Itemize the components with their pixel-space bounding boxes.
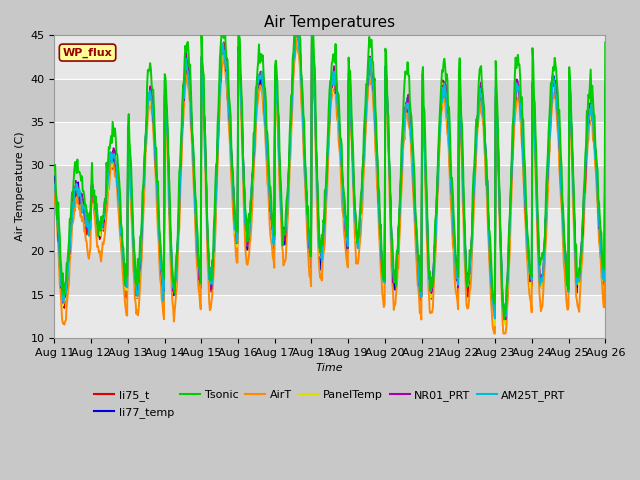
Tsonic (61, 287, 68, 292)
AM25T_PRT (61, 291, 68, 297)
Text: WP_flux: WP_flux (63, 48, 113, 58)
AirT (490, 331, 498, 336)
Line: Tsonic: Tsonic (54, 36, 605, 319)
NR01_PRT (413, 251, 421, 256)
AM25T_PRT (291, 33, 299, 38)
Tsonic (500, 316, 508, 322)
Y-axis label: Air Temperature (C): Air Temperature (C) (15, 132, 25, 241)
Tsonic (413, 245, 421, 251)
Line: NR01_PRT: NR01_PRT (54, 36, 605, 319)
li77_temp (292, 33, 300, 38)
Bar (54, 252, 605, 295)
Tsonic (51, 167, 58, 172)
Line: PanelTemp: PanelTemp (54, 36, 605, 325)
PanelTemp (291, 33, 299, 38)
Bar (54, 295, 605, 338)
PanelTemp (413, 252, 421, 258)
NR01_PRT (502, 316, 509, 322)
li77_temp (413, 255, 421, 261)
Title: Air Temperatures: Air Temperatures (264, 15, 396, 30)
Line: AirT: AirT (54, 36, 605, 334)
PanelTemp (202, 176, 210, 181)
li75_t (173, 265, 181, 271)
AirT (173, 281, 181, 287)
Bar (54, 122, 605, 165)
Legend: li75_t, li77_temp, Tsonic, AirT, PanelTemp, NR01_PRT, AM25T_PRT: li75_t, li77_temp, Tsonic, AirT, PanelTe… (90, 386, 570, 422)
X-axis label: Time: Time (316, 363, 344, 373)
PanelTemp (173, 260, 181, 266)
AirT (51, 191, 58, 197)
AM25T_PRT (602, 85, 609, 91)
Line: li75_t: li75_t (54, 36, 605, 322)
li75_t (292, 33, 300, 38)
li77_temp (500, 317, 508, 323)
Tsonic (602, 39, 609, 45)
Tsonic (117, 221, 125, 227)
li77_temp (117, 231, 125, 237)
NR01_PRT (61, 295, 68, 300)
Bar (54, 165, 605, 208)
li77_temp (51, 173, 58, 179)
AM25T_PRT (397, 167, 405, 173)
AirT (397, 188, 405, 193)
NR01_PRT (173, 257, 181, 263)
li75_t (202, 176, 210, 182)
li77_temp (173, 261, 181, 266)
Line: li77_temp: li77_temp (54, 36, 605, 320)
Tsonic (397, 144, 405, 150)
AirT (61, 322, 68, 327)
NR01_PRT (117, 232, 125, 238)
AM25T_PRT (413, 250, 421, 256)
NR01_PRT (51, 179, 58, 185)
li75_t (117, 225, 125, 230)
AM25T_PRT (51, 182, 58, 188)
li75_t (501, 319, 509, 325)
PanelTemp (491, 323, 499, 328)
AM25T_PRT (173, 253, 181, 259)
NR01_PRT (602, 85, 609, 91)
li77_temp (397, 170, 405, 176)
li77_temp (202, 179, 210, 184)
li75_t (413, 258, 421, 264)
NR01_PRT (202, 179, 210, 184)
PanelTemp (117, 229, 125, 235)
PanelTemp (602, 84, 609, 90)
AirT (413, 281, 421, 287)
PanelTemp (61, 297, 68, 302)
li75_t (51, 186, 58, 192)
AirT (117, 242, 125, 248)
Tsonic (198, 33, 205, 38)
PanelTemp (51, 180, 58, 186)
li75_t (602, 84, 609, 90)
AirT (202, 195, 210, 201)
li77_temp (602, 89, 609, 95)
li77_temp (61, 290, 68, 296)
AirT (292, 33, 300, 38)
AM25T_PRT (117, 231, 125, 237)
Tsonic (203, 210, 211, 216)
Bar (54, 36, 605, 79)
Line: AM25T_PRT: AM25T_PRT (54, 36, 605, 318)
NR01_PRT (291, 33, 299, 38)
AM25T_PRT (202, 172, 210, 178)
PanelTemp (397, 173, 405, 179)
li75_t (397, 172, 405, 178)
li75_t (61, 305, 68, 311)
Bar (54, 79, 605, 122)
Tsonic (173, 249, 181, 255)
AirT (602, 88, 609, 94)
Bar (54, 208, 605, 252)
AM25T_PRT (491, 315, 499, 321)
NR01_PRT (397, 171, 405, 177)
